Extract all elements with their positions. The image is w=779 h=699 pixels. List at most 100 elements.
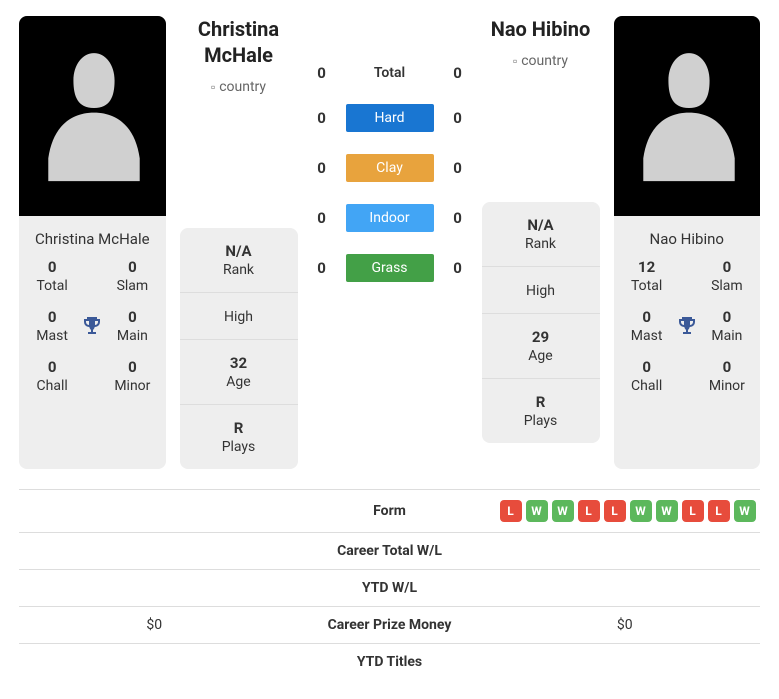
p2-slam: 0Slam [702,258,752,294]
p1-age-row: 32 Age [180,340,298,405]
form-badge: W [552,500,574,522]
form-badge: L [682,500,704,522]
p2-chall: 0Chall [622,358,672,394]
form-badge: L [578,500,600,522]
form-badge: W [656,500,678,522]
career-wl-label: Career Total W/L [290,543,490,559]
surface-row: 0Grass0 [312,254,468,282]
info-label: High [490,283,592,299]
p1-mast: 0 Mast [27,308,77,344]
player2-info-card: N/ARank High 29Age RPlays [482,202,600,443]
p1-age-val: 32 [188,354,290,372]
surface-p1: 0 [312,209,332,227]
stat-label: Chall [27,378,77,394]
surface-total-label: Total [346,65,434,81]
p1-total-val: 0 [27,258,77,276]
form-badge: W [734,500,756,522]
p1-prize: $0 [19,617,290,633]
stat-label: Mast [27,328,77,344]
stat-label: Main [702,328,752,344]
p1-slam-val: 0 [107,258,157,276]
p2-minor: 0Minor [702,358,752,394]
player1-flag: country [211,79,266,95]
form-label: Form [290,503,490,519]
person-silhouette-icon [34,36,154,196]
surface-pill: Clay [346,154,434,182]
info-label: Age [188,374,290,390]
player1-name: Christina McHale [19,216,166,258]
p1-chall: 0 Chall [27,358,77,394]
player1-header: Christina McHale country [180,16,298,95]
stat-label: Total [622,278,672,294]
player1-info-card: N/A Rank High 32 Age RPlays [180,228,298,469]
surface-row: 0Hard0 [312,104,468,132]
ytd-titles-row: YTD Titles [19,643,760,680]
player1-image [19,16,166,216]
ytd-wl-label: YTD W/L [290,580,490,596]
surface-p1: 0 [312,159,332,177]
p1-minor-val: 0 [107,358,157,376]
form-badge: L [604,500,626,522]
p2-mast-val: 0 [622,308,672,326]
player2-flag: country [513,53,568,69]
p2-mast: 0 Mast [622,308,672,344]
player2-name: Nao Hibino [614,216,761,258]
p1-main: 0 Main [107,308,157,344]
p2-plays-row: R Plays [482,379,600,443]
stat-label: Main [107,328,157,344]
surface-pill: Hard [346,104,434,132]
stat-label: Minor [107,378,157,394]
prize-label: Career Prize Money [290,617,490,633]
trophy-icon [672,314,702,338]
surface-row: 0 Indoor 0 [312,204,468,232]
p2-total-val: 12 [622,258,672,276]
player2-header: Nao Hibino country [482,16,600,69]
surface-p2: 0 [448,159,468,177]
h2h-p1-total: 0 [312,64,332,82]
player2-title: Nao Hibino [482,16,600,42]
info-label: Rank [490,236,592,252]
form-badge: L [708,500,730,522]
form-badge: W [630,500,652,522]
info-label: Plays [188,439,290,455]
p1-main-val: 0 [107,308,157,326]
surface-p2: 0 [448,209,468,227]
surface-p2: 0 [448,259,468,277]
p2-rank-val: N/A [490,216,592,234]
trophy-icon [77,314,107,338]
p1-high-row: High [180,293,298,340]
p1-mast-val: 0 [27,308,77,326]
p1-plays-row: RPlays [180,405,298,469]
p1-total: 0 Total [27,258,77,294]
prize-row: $0 Career Prize Money $0 [19,606,760,643]
p2-high-row: High [482,267,600,314]
player2-card: Nao Hibino 12Total 0Slam 0Mast 0Main 0Ch… [614,16,761,469]
stat-label: Mast [622,328,672,344]
p2-minor-val: 0 [702,358,752,376]
p2-prize: $0 [490,617,761,633]
surface-total-row: 0 Total 0 [312,64,468,82]
ytd-titles-label: YTD Titles [290,654,490,670]
stat-label: Slam [107,278,157,294]
stat-label: Total [27,278,77,294]
p1-chall-val: 0 [27,358,77,376]
p1-slam: 0 Slam [107,258,157,294]
player1-card: Christina McHale 0 Total 0 Slam 0 Mast 0 Mai… [19,16,166,469]
info-label: Rank [188,262,290,278]
p2-main-val: 0 [702,308,752,326]
h2h-surfaces: 0 Total 0 0Hard0 0 Clay 0 0 Indoor 0 0 Grass 0 [312,16,468,469]
career-wl-row: Career Total W/L [19,532,760,569]
p1-rank-val: N/A [188,242,290,260]
p1-minor: 0 Minor [107,358,157,394]
h2h-p2-total: 0 [448,64,468,82]
surface-pill: Grass [346,254,434,282]
info-label: High [188,309,290,325]
surface-row: 0 Clay 0 [312,154,468,182]
player1-title: Christina McHale [180,16,298,68]
p2-plays-val: R [490,393,592,411]
stat-label: Chall [622,378,672,394]
info-label: Plays [490,413,592,429]
surface-pill: Indoor [346,204,434,232]
player2-form: LWWLLWWLLW [490,500,761,522]
form-badge: W [526,500,548,522]
